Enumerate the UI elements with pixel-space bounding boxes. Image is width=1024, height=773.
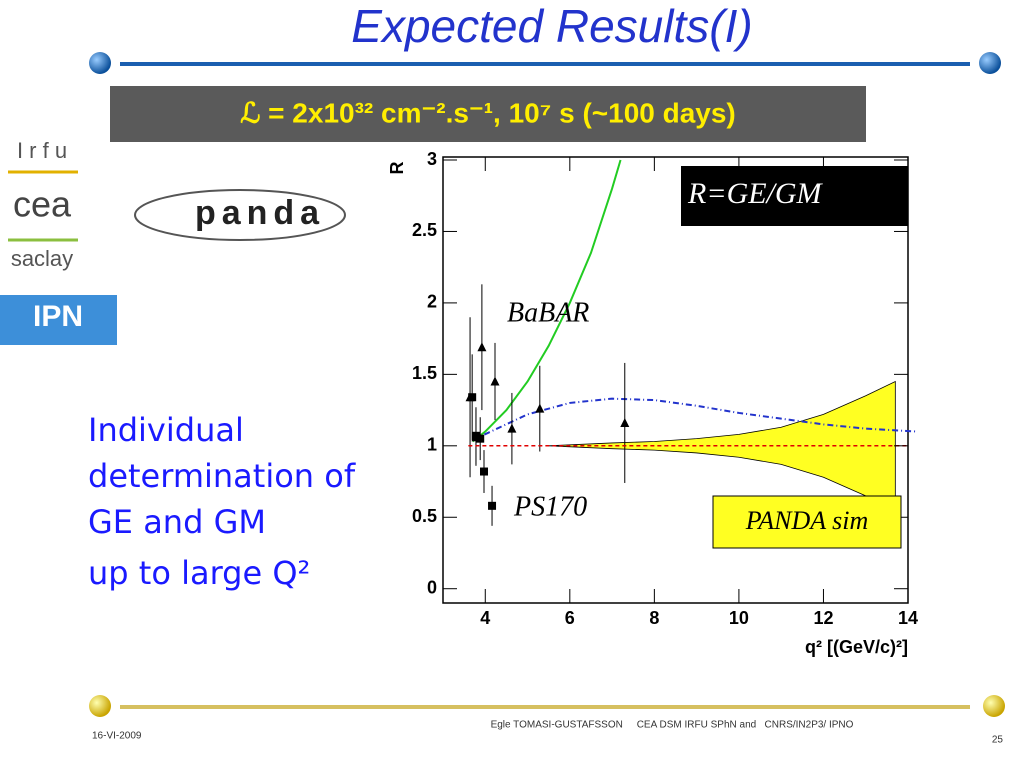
label-box [712,495,902,549]
logo-panda: panda [195,194,325,232]
y-tick-label: 2.5 [412,220,437,240]
logo-ipn: IPN [33,300,83,333]
x-tick-label: 12 [813,608,833,628]
series-label: PANDA sim [745,506,869,535]
side-text: Individual [88,411,244,449]
luminosity: ℒ = 2x10³² cm⁻².s⁻¹, 10⁷ s (~100 days) [240,97,736,128]
plot-frame [442,156,909,604]
x-tick-label: 6 [565,608,575,628]
page-number: 25 [992,735,1004,746]
slide-title: Expected Results(I) [351,0,752,52]
ornament [979,52,1001,74]
point [535,403,545,413]
series-label: PS170 [513,491,587,522]
y-tick-label: 3 [427,149,437,169]
x-tick-label: 8 [649,608,659,628]
luminosity-box [110,86,866,142]
y-tick-label: 1.5 [412,363,437,383]
y-tick-label: 1 [427,435,437,455]
ornament [983,695,1005,717]
point [490,376,500,386]
point [620,417,630,427]
y-tick-label: 0 [427,577,437,597]
point [471,431,480,440]
date: 16-VI-2009 [92,731,142,742]
footer: Egle TOMASI-GUSTAFSSON CEA DSM IRFU SPhN… [491,720,854,731]
x-tick-label: 14 [898,608,918,628]
y-tick-label: 0.5 [412,506,437,526]
logo-cea: cea [13,184,72,225]
y-tick-label: 2 [427,292,437,312]
logo-saclay: saclay [11,246,73,271]
annotation: R=GE/GM [687,177,824,210]
series-label: BaBAR [507,297,589,328]
side-text: determination of [88,457,356,495]
curve [471,159,622,443]
point [468,393,477,402]
annotation-box [681,166,908,226]
x-tick-label: 10 [729,608,749,628]
chart: 0 0.5 1 1.5 2 2.5 3 4 6 8 10 12 14 Rq² [(GeV/c)²] R=GE… [387,149,918,657]
y-axis-label: R [387,162,407,175]
ornament [89,695,111,717]
logo-ring [134,189,346,241]
x-tick-label: 4 [480,608,490,628]
x-axis-label: q² [(GeV/c)²] [805,637,908,657]
logo-ipn-box [0,295,117,345]
point [477,342,487,352]
point [476,434,485,443]
side-text: up to large Q² [88,554,310,592]
point [480,467,489,476]
point [488,501,497,510]
ornament [89,52,111,74]
logo-irfu: I r f u [17,138,67,163]
side-text: GE and GM [88,503,266,541]
point [507,423,517,433]
